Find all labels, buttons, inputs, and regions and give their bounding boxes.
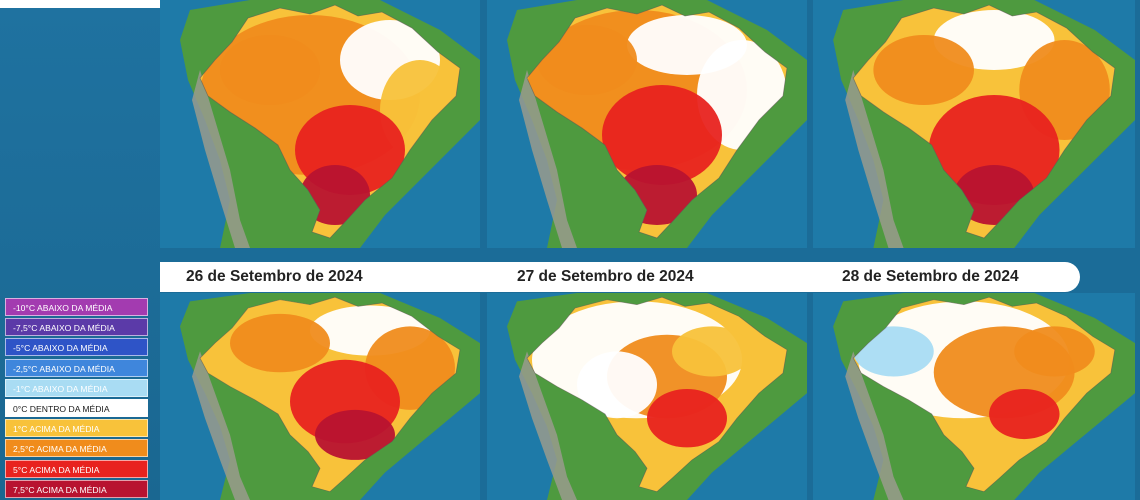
legend-item-plus-2-5: 2,5°C ACIMA DA MÉDIA [5, 439, 148, 458]
date-label-1: 26 de Setembro de 2024 [186, 268, 363, 285]
map-panel-top-3 [813, 0, 1135, 248]
date-label-2: 27 de Setembro de 2024 [517, 268, 694, 285]
legend-item-minus-2-5: -2,5°C ABAIXO DA MÉDIA [5, 358, 148, 377]
map-panel-top-2 [487, 0, 807, 248]
legend-item-zero: 0°C DENTRO DA MÉDIA [5, 398, 148, 417]
legend-item-minus-5: -5°C ABAIXO DA MÉDIA [5, 338, 148, 357]
legend-item-plus-5: 5°C ACIMA DA MÉDIA [5, 459, 148, 478]
map-panel-top-1 [160, 0, 480, 248]
map-panel-bottom-3 [813, 293, 1135, 500]
map-panel-bottom-1 [160, 293, 480, 500]
legend-item-minus-7-5: -7,5°C ABAIXO DA MÉDIA [5, 318, 148, 337]
legend-item-plus-7-5: 7,5°C ACIMA DA MÉDIA [5, 479, 148, 498]
top-tab [0, 0, 300, 8]
legend-item-minus-10: -10°C ABAIXO DA MÉDIA [5, 298, 148, 316]
legend-item-minus-1: -1°C ABAIXO DA MÉDIA [5, 378, 148, 397]
date-label-3: 28 de Setembro de 2024 [842, 268, 1019, 285]
legend-item-plus-1: 1°C ACIMA DA MÉDIA [5, 419, 148, 438]
date-bar [160, 262, 1080, 292]
temperature-anomaly-legend: -10°C ABAIXO DA MÉDIA -7,5°C ABAIXO DA M… [5, 298, 148, 500]
map-panel-bottom-2 [487, 293, 807, 500]
